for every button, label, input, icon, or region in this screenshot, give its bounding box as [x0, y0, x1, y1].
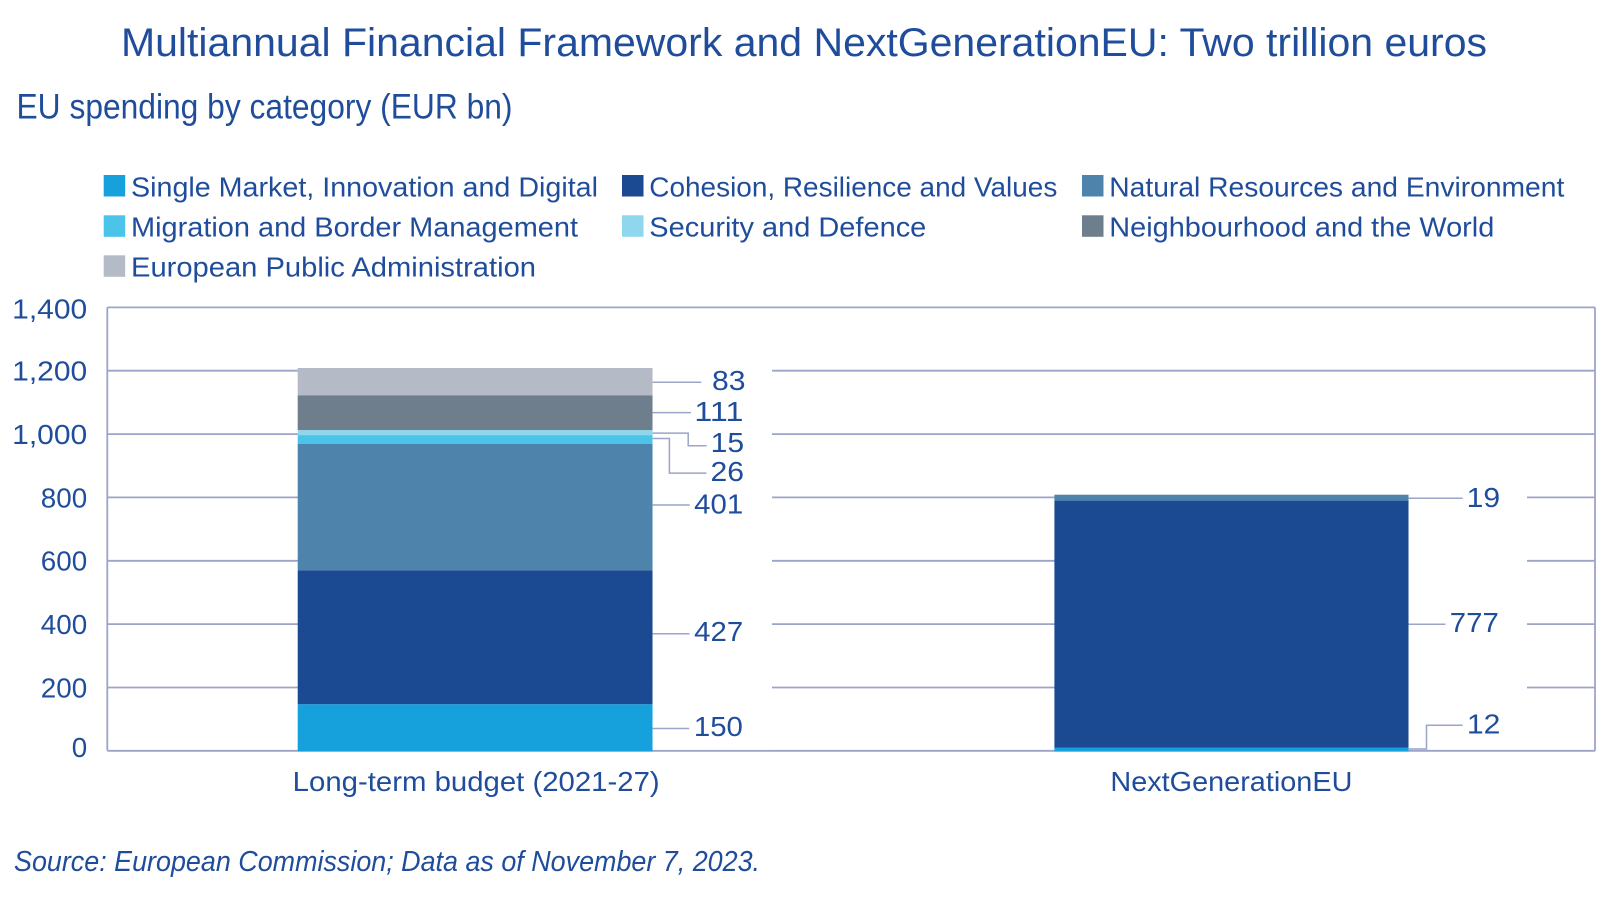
- svg-text:Security and Defence: Security and Defence: [649, 212, 926, 243]
- svg-text:Cohesion, Resilience and Value: Cohesion, Resilience and Values: [649, 171, 1057, 202]
- svg-text:1,200: 1,200: [12, 356, 87, 387]
- svg-text:150: 150: [694, 711, 743, 742]
- svg-text:200: 200: [41, 672, 87, 703]
- svg-text:Natural Resources and Environm: Natural Resources and Environment: [1109, 171, 1564, 202]
- svg-text:15: 15: [711, 427, 745, 458]
- svg-text:19: 19: [1467, 482, 1501, 513]
- svg-text:111: 111: [694, 396, 743, 427]
- svg-text:427: 427: [694, 616, 743, 647]
- svg-text:800: 800: [41, 482, 87, 513]
- svg-text:0: 0: [72, 732, 87, 763]
- svg-text:777: 777: [1450, 607, 1499, 638]
- svg-text:26: 26: [711, 456, 745, 487]
- svg-text:EU spending by category (EUR b: EU spending by category (EUR bn): [17, 88, 513, 127]
- svg-text:Source: European Commission; D: Source: European Commission; Data as of …: [14, 846, 760, 878]
- svg-text:401: 401: [694, 488, 743, 519]
- svg-text:Neighbourhood and the World: Neighbourhood and the World: [1109, 212, 1494, 243]
- svg-text:NextGenerationEU: NextGenerationEU: [1110, 766, 1352, 797]
- svg-text:European Public Administration: European Public Administration: [131, 252, 536, 283]
- svg-text:12: 12: [1467, 708, 1501, 739]
- svg-text:600: 600: [41, 546, 87, 577]
- svg-text:Long-term budget (2021-27): Long-term budget (2021-27): [293, 766, 660, 797]
- svg-text:Migration and Border Managemen: Migration and Border Management: [131, 212, 578, 243]
- svg-text:1,400: 1,400: [12, 294, 87, 325]
- svg-text:1,000: 1,000: [12, 419, 87, 450]
- svg-text:Single Market, Innovation and: Single Market, Innovation and Digital: [131, 171, 598, 202]
- svg-text:400: 400: [41, 609, 87, 640]
- svg-text:83: 83: [712, 365, 746, 396]
- svg-text:Multiannual Financial Framewor: Multiannual Financial Framework and Next…: [121, 21, 1487, 65]
